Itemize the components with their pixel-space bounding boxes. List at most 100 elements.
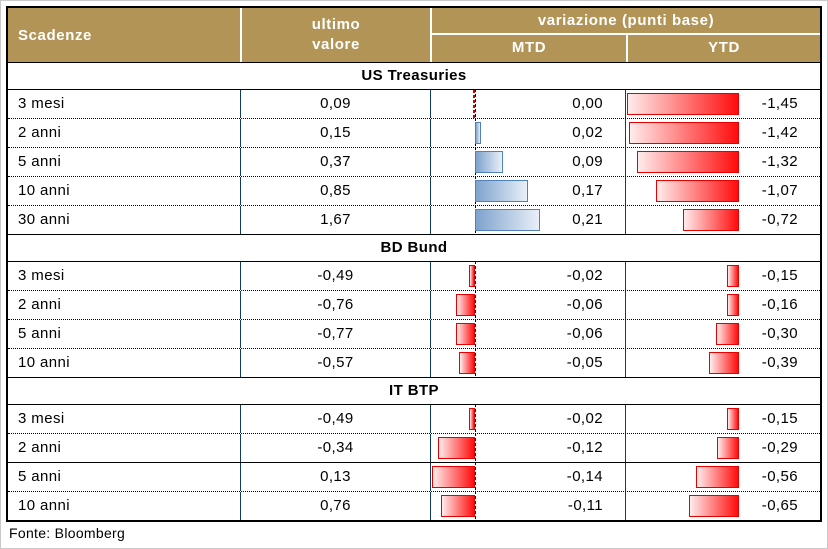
mtd-cell: -0,02 — [430, 261, 625, 290]
mtd-value: 0,21 — [572, 211, 603, 228]
mtd-bar — [456, 323, 475, 345]
header-ultimo-line1: ultimo — [311, 16, 361, 33]
ytd-bar — [727, 408, 739, 430]
mtd-value: -0,11 — [567, 497, 603, 514]
ytd-bar — [689, 495, 739, 517]
ytd-value: -0,29 — [761, 439, 798, 456]
mtd-bar — [456, 294, 475, 316]
source-note: Fonte: Bloomberg — [9, 525, 126, 541]
mtd-bar — [432, 466, 475, 488]
last-value: -0,49 — [240, 262, 430, 290]
mtd-zero-axis — [475, 491, 476, 520]
last-value: 0,37 — [240, 148, 430, 176]
mtd-bar — [475, 209, 540, 231]
ytd-cell: -0,72 — [625, 206, 820, 234]
mtd-bar — [469, 408, 475, 430]
mtd-cell: -0,11 — [430, 491, 625, 520]
table-body: US Treasuries 3 mesi 0,09 0,00 -1,45 2 anni 0,… — [8, 62, 820, 520]
mtd-cell: -0,12 — [430, 433, 625, 462]
maturity-label: 2 anni — [18, 439, 62, 456]
ytd-bar — [717, 437, 739, 459]
table-row: 2 anni 0,15 0,02 -1,42 — [8, 118, 820, 147]
mtd-cell: -0,14 — [430, 462, 625, 491]
mtd-bar — [475, 180, 528, 202]
mtd-zero-axis — [475, 319, 476, 348]
ytd-bar — [709, 352, 739, 374]
ytd-cell: -0,30 — [625, 320, 820, 348]
mtd-cell: 0,00 — [430, 89, 625, 118]
mtd-cell: 0,17 — [430, 176, 625, 205]
ytd-value: -1,45 — [761, 95, 798, 112]
ytd-cell: -1,07 — [625, 177, 820, 205]
header-variazione-subrow: MTD YTD — [432, 35, 820, 62]
mtd-value: -0,06 — [566, 296, 603, 313]
ytd-cell: -1,42 — [625, 119, 820, 147]
table-row: 10 anni 0,76 -0,11 -0,65 — [8, 491, 820, 520]
last-value: -0,49 — [240, 405, 430, 433]
ytd-bar — [627, 93, 739, 115]
last-value: 1,67 — [240, 206, 430, 234]
table-row: 10 anni 0,85 0,17 -1,07 — [8, 176, 820, 205]
table-row: 5 anni -0,77 -0,06 -0,30 — [8, 319, 820, 348]
ytd-bar — [727, 265, 739, 287]
maturity-label: 30 anni — [18, 211, 71, 228]
last-value: 0,76 — [240, 492, 430, 520]
ytd-bar — [629, 122, 739, 144]
maturity-label: 10 anni — [18, 354, 71, 371]
last-value: 0,13 — [240, 463, 430, 491]
ytd-cell: -0,65 — [625, 492, 820, 520]
mtd-value: -0,12 — [566, 439, 603, 456]
maturity-label: 3 mesi — [18, 95, 65, 112]
mtd-bar — [475, 151, 503, 173]
ytd-cell: -0,39 — [625, 349, 820, 377]
table-header: Scadenze ultimo valore variazione (punti… — [8, 8, 820, 62]
ytd-value: -1,32 — [761, 153, 798, 170]
last-value: -0,57 — [240, 349, 430, 377]
mtd-zero-axis — [475, 404, 476, 433]
maturity-label: 2 anni — [18, 296, 62, 313]
mtd-zero-axis — [475, 290, 476, 319]
mtd-cell: 0,21 — [430, 205, 625, 234]
ytd-cell: -0,15 — [625, 405, 820, 433]
ytd-value: -0,39 — [761, 354, 798, 371]
table-row: 3 mesi -0,49 -0,02 -0,15 — [8, 404, 820, 433]
section-header: IT BTP — [8, 377, 820, 404]
table-row: 2 anni -0,76 -0,06 -0,16 — [8, 290, 820, 319]
mtd-value: -0,06 — [566, 325, 603, 342]
last-value: -0,34 — [240, 434, 430, 462]
header-variazione: variazione (punti base) — [432, 8, 820, 35]
last-value: -0,76 — [240, 291, 430, 319]
ytd-cell: -1,32 — [625, 148, 820, 176]
ytd-cell: -0,29 — [625, 434, 820, 462]
mtd-bar — [459, 352, 475, 374]
ytd-cell: -1,45 — [625, 90, 820, 118]
mtd-value: 0,02 — [572, 124, 603, 141]
ytd-value: -0,72 — [761, 211, 798, 228]
mtd-zero-axis — [475, 261, 476, 290]
mtd-cell: -0,02 — [430, 404, 625, 433]
maturity-label: 5 anni — [18, 325, 62, 342]
mtd-cell: -0,06 — [430, 290, 625, 319]
ytd-value: -0,16 — [761, 296, 798, 313]
mtd-bar — [441, 495, 475, 517]
ytd-value: -0,30 — [761, 325, 798, 342]
mtd-value: 0,09 — [572, 153, 603, 170]
mtd-bar — [438, 437, 475, 459]
header-scadenze: Scadenze — [8, 8, 240, 62]
maturity-label: 3 mesi — [18, 267, 65, 284]
header-mtd: MTD — [511, 39, 547, 56]
last-value: -0,77 — [240, 320, 430, 348]
ytd-bar — [716, 323, 739, 345]
mtd-value: -0,02 — [566, 267, 603, 284]
mtd-zero-axis — [475, 89, 476, 118]
mtd-cell: 0,02 — [430, 118, 625, 147]
ytd-cell: -0,56 — [625, 463, 820, 491]
ytd-bar — [656, 180, 739, 202]
ytd-value: -1,42 — [761, 124, 798, 141]
mtd-cell: -0,06 — [430, 319, 625, 348]
table-row: 3 mesi -0,49 -0,02 -0,15 — [8, 261, 820, 290]
ytd-value: -1,07 — [761, 182, 798, 199]
ytd-value: -0,15 — [761, 410, 798, 427]
last-value: 0,09 — [240, 90, 430, 118]
maturity-label: 5 anni — [18, 153, 62, 170]
